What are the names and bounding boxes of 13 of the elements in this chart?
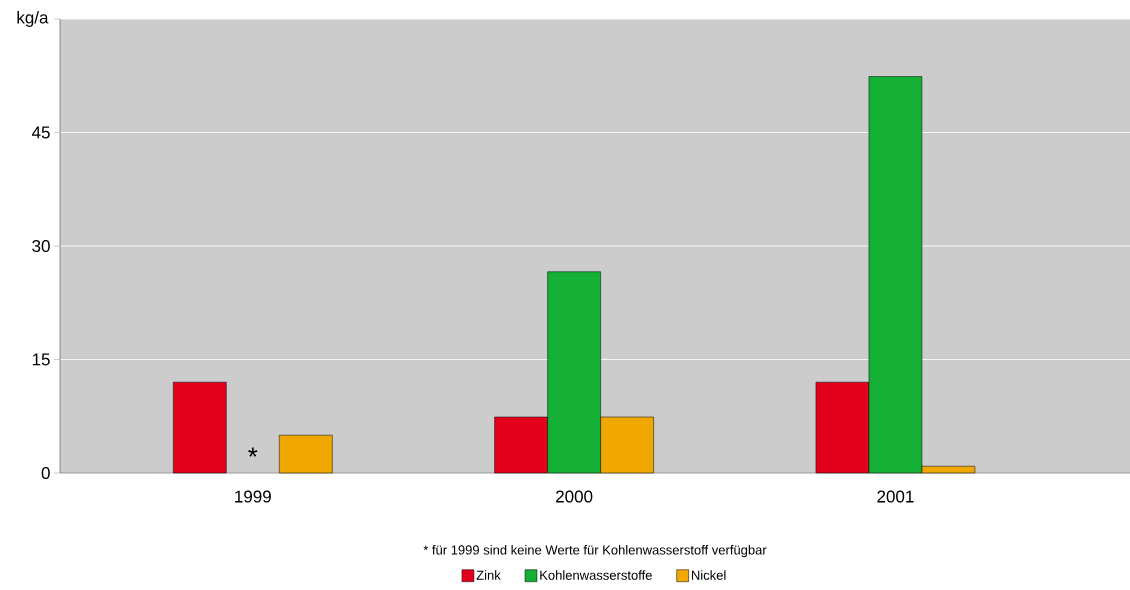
y-tick-label: 0 <box>41 466 50 480</box>
legend-label: Zink <box>476 570 501 580</box>
y-tick-label: 15 <box>32 353 50 366</box>
text: * für 1999 sind keine Werte für Kohlenwasserstoff verfügbar <box>423 545 767 558</box>
x-tick-label: 2000 <box>556 490 593 503</box>
x-tick-label: 1999 <box>235 490 271 503</box>
y-tick-label: 45 <box>31 126 50 139</box>
legend-label: Nickel <box>691 570 726 580</box>
y-tick-label: 30 <box>32 239 50 253</box>
annotation: * <box>248 447 258 457</box>
x-tick-label: 2001 <box>877 490 914 503</box>
legend-label: Kohlenwasserstoffe <box>540 570 652 580</box>
y-axis-title: kg/a <box>17 11 49 27</box>
